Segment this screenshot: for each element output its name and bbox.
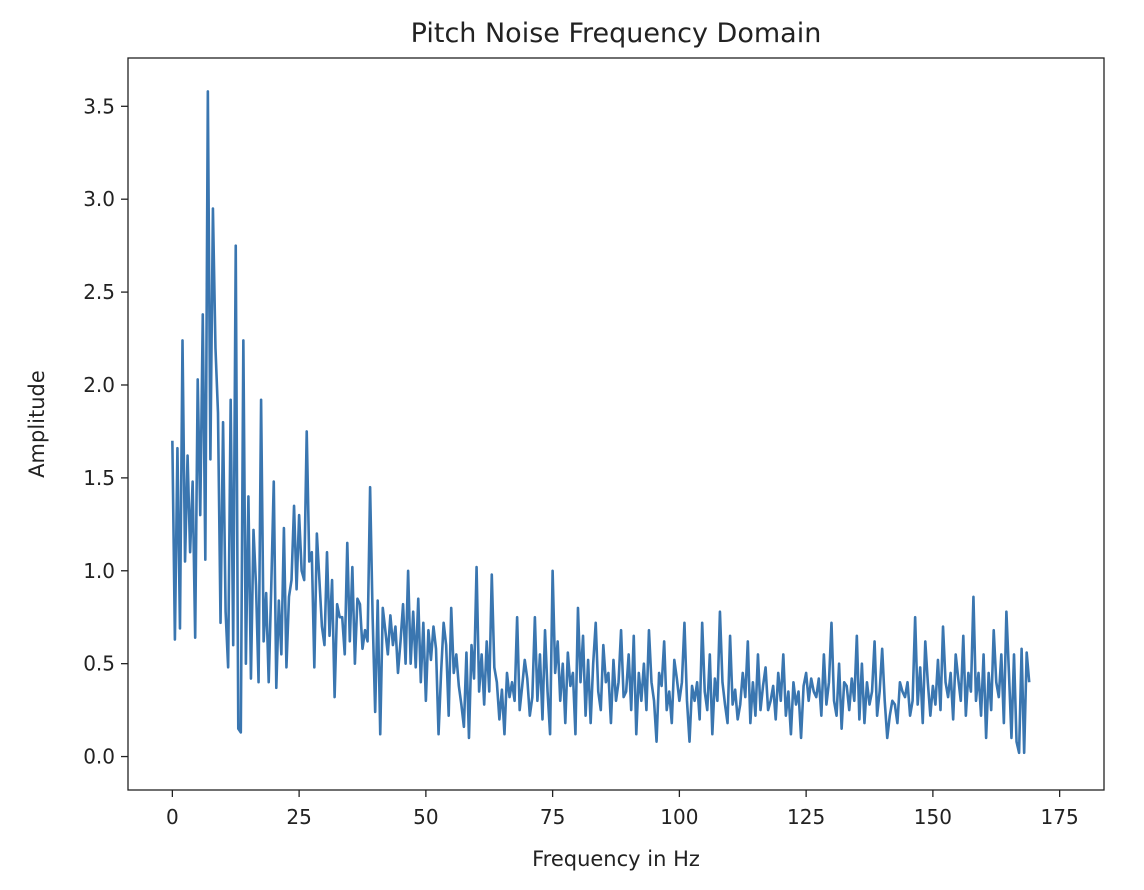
chart-title: Pitch Noise Frequency Domain — [411, 18, 822, 49]
x-axis-ticks: 0 25 50 75 100 125 150 175 — [166, 790, 1079, 829]
x-tick-label: 75 — [540, 805, 565, 829]
x-tick-label: 100 — [660, 805, 698, 829]
x-tick-label: 25 — [286, 805, 311, 829]
x-tick-label: 125 — [787, 805, 825, 829]
y-tick-label: 0.0 — [83, 745, 115, 769]
plot-frame — [127, 57, 1105, 791]
y-tick-label: 3.5 — [83, 94, 115, 118]
y-tick-label: 2.0 — [83, 373, 115, 397]
x-tick-label: 50 — [413, 805, 438, 829]
y-axis-ticks: 0.0 0.5 1.0 1.5 2.0 2.5 3.0 3.5 — [83, 94, 128, 769]
y-tick-label: 1.5 — [83, 466, 115, 490]
y-tick-label: 0.5 — [83, 652, 115, 676]
x-tick-label: 175 — [1041, 805, 1079, 829]
series-line — [171, 90, 1031, 755]
y-tick-label: 1.0 — [83, 559, 115, 583]
x-tick-label: 0 — [166, 805, 179, 829]
y-axis-label: Amplitude — [25, 370, 49, 478]
y-tick-label: 3.0 — [83, 187, 115, 211]
y-tick-label: 2.5 — [83, 280, 115, 304]
x-tick-label: 150 — [914, 805, 952, 829]
x-axis-label: Frequency in Hz — [532, 847, 700, 871]
